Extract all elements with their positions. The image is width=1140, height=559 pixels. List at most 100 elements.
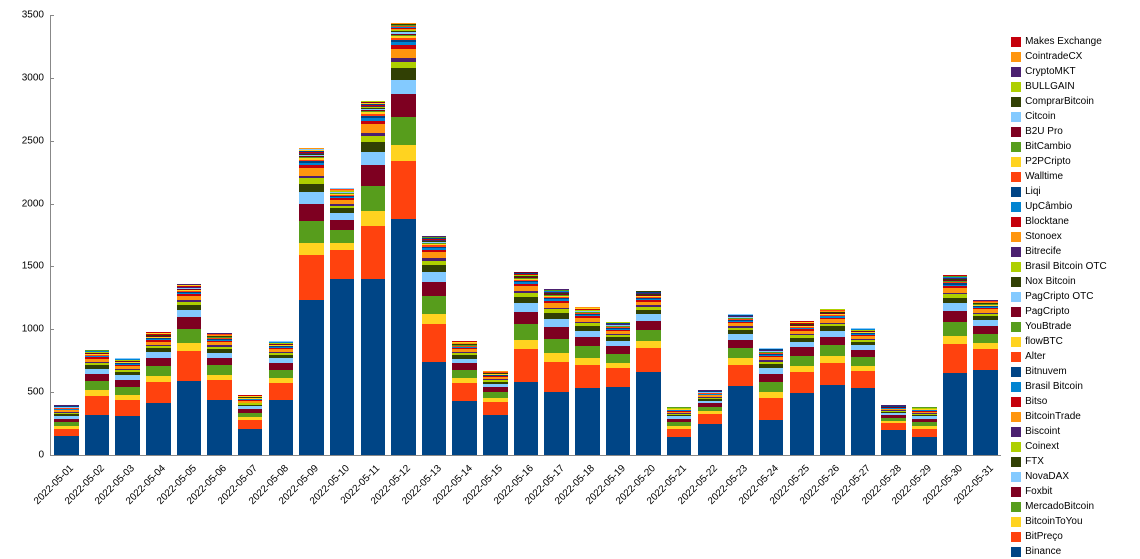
bar-segment <box>851 388 876 455</box>
legend-swatch <box>1011 67 1021 77</box>
legend-swatch <box>1011 292 1021 302</box>
bar-segment <box>790 347 815 355</box>
legend-item: Liqi <box>1011 185 1130 199</box>
bar-segment <box>820 385 845 455</box>
bar-segment <box>514 303 539 311</box>
bar-group <box>391 23 416 455</box>
bar-segment <box>728 348 753 358</box>
y-tick-label: 1500 <box>22 261 44 272</box>
bars-container <box>51 15 1001 455</box>
bar-segment <box>146 358 171 366</box>
legend-item: flowBTC <box>1011 335 1130 349</box>
bar-segment <box>299 255 324 300</box>
bar-group <box>820 309 845 455</box>
bar-segment <box>422 265 447 272</box>
legend-swatch <box>1011 262 1021 272</box>
bar-segment <box>452 363 477 370</box>
legend-item: Blocktane <box>1011 215 1130 229</box>
bar-segment <box>667 429 692 437</box>
bar-segment <box>973 370 998 455</box>
legend-label: Makes Exchange <box>1025 35 1102 49</box>
legend-label: YouBtrade <box>1025 320 1071 334</box>
legend-swatch <box>1011 547 1021 557</box>
bar-group <box>912 407 937 455</box>
bar-segment <box>115 380 140 387</box>
legend-label: NovaDAX <box>1025 470 1069 484</box>
legend-label: Biscoint <box>1025 425 1060 439</box>
bar-segment <box>299 243 324 256</box>
bar-segment <box>361 211 386 226</box>
bar-segment <box>177 343 202 351</box>
legend-swatch <box>1011 52 1021 62</box>
bar-segment <box>330 243 355 251</box>
legend-label: MercadoBitcoin <box>1025 500 1094 514</box>
bar-segment <box>728 386 753 455</box>
legend-label: Foxbit <box>1025 485 1052 499</box>
bar-segment <box>361 142 386 152</box>
bar-segment <box>667 437 692 455</box>
bar-segment <box>85 381 110 390</box>
bar-segment <box>269 363 294 370</box>
legend-label: Coinext <box>1025 440 1059 454</box>
bar-segment <box>269 383 294 401</box>
legend-swatch <box>1011 127 1021 137</box>
legend-item: Alter <box>1011 350 1130 364</box>
bar-segment <box>943 322 968 336</box>
legend-label: ComprarBitcoin <box>1025 95 1094 109</box>
legend: Makes ExchangeCointradeCXCryptoMKTBULLGA… <box>1001 10 1130 530</box>
bar-segment <box>544 319 569 327</box>
bar-segment <box>422 272 447 281</box>
bar-segment <box>759 420 784 455</box>
legend-swatch <box>1011 517 1021 527</box>
bar-segment <box>361 124 386 133</box>
bar-segment <box>483 415 508 455</box>
bar-segment <box>790 393 815 455</box>
legend-item: Citcoin <box>1011 110 1130 124</box>
legend-swatch <box>1011 172 1021 182</box>
bar-segment <box>452 401 477 455</box>
bar-group <box>514 272 539 456</box>
legend-swatch <box>1011 412 1021 422</box>
legend-swatch <box>1011 307 1021 317</box>
bar-segment <box>422 296 447 314</box>
bar-group <box>667 407 692 455</box>
bar-group <box>881 405 906 455</box>
legend-item: BitcoinToYou <box>1011 515 1130 529</box>
legend-item: PagCripto OTC <box>1011 290 1130 304</box>
legend-label: Alter <box>1025 350 1046 364</box>
bar-group <box>851 328 876 455</box>
bar-group <box>115 358 140 455</box>
bar-segment <box>851 371 876 389</box>
bar-segment <box>299 204 324 222</box>
bar-segment <box>606 368 631 387</box>
bar-group <box>544 289 569 455</box>
bar-segment <box>636 321 661 330</box>
bar-segment <box>207 358 232 366</box>
stacked-bar-chart: 0500100015002000250030003500 2022-05-012… <box>10 10 1130 530</box>
legend-label: Brasil Bitcoin <box>1025 380 1083 394</box>
bar-segment <box>146 366 171 376</box>
bar-segment <box>759 398 784 419</box>
y-tick-label: 1000 <box>22 324 44 335</box>
bar-segment <box>299 221 324 242</box>
bar-segment <box>330 220 355 230</box>
bar-segment <box>391 80 416 94</box>
plot-region <box>50 15 1001 456</box>
bar-segment <box>391 161 416 219</box>
bar-segment <box>514 324 539 340</box>
legend-item: BitPreço <box>1011 530 1130 544</box>
bar-segment <box>422 362 447 455</box>
bar-segment <box>606 354 631 363</box>
bar-segment <box>361 186 386 211</box>
legend-swatch <box>1011 397 1021 407</box>
bar-segment <box>238 420 263 429</box>
bar-group <box>943 275 968 455</box>
bar-segment <box>361 279 386 455</box>
bar-segment <box>912 437 937 455</box>
legend-swatch <box>1011 322 1021 332</box>
bar-segment <box>115 416 140 455</box>
legend-swatch <box>1011 112 1021 122</box>
legend-label: Bitrecife <box>1025 245 1061 259</box>
bar-segment <box>391 68 416 79</box>
legend-label: PagCripto OTC <box>1025 290 1093 304</box>
